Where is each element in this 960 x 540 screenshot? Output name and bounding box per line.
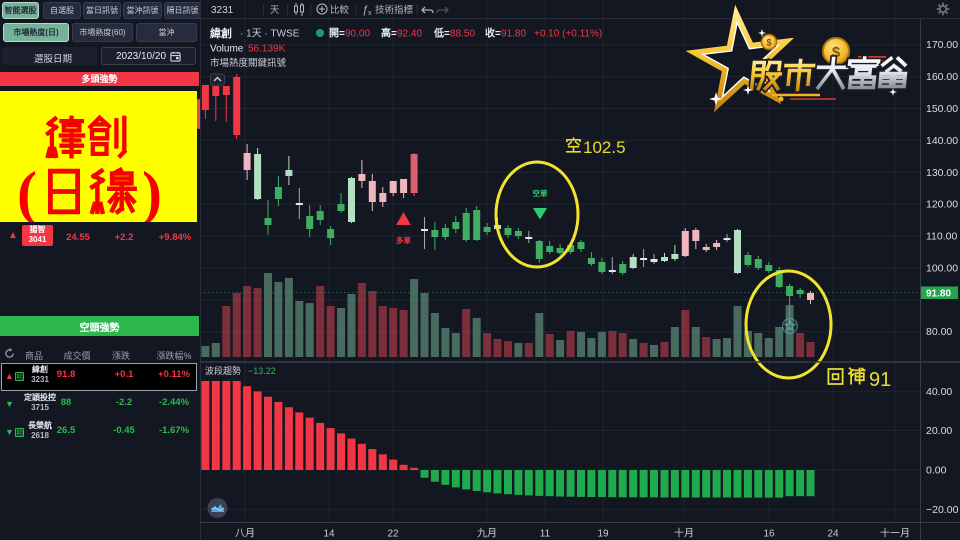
svg-text:92.40: 92.40 [397,29,422,40]
svg-text:88.50: 88.50 [450,29,475,40]
svg-text:130.00: 130.00 [926,167,958,179]
svg-text:80.00: 80.00 [926,326,952,338]
svg-text:170.00: 170.00 [926,39,958,51]
svg-text:90.00: 90.00 [345,29,370,40]
svg-text:120.00: 120.00 [926,199,958,211]
svg-text:14: 14 [323,529,335,540]
svg-text:0.00: 0.00 [926,465,947,477]
svg-text:−13.22: −13.22 [248,366,276,376]
svg-text:$: $ [766,38,771,48]
svg-text:ƒ: ƒ [362,4,368,16]
svg-text:九月: 九月 [477,528,497,540]
svg-text:11: 11 [540,529,551,540]
svg-text:低=: 低= [433,27,450,40]
svg-text:· 1天 · TWSE: · 1天 · TWSE [240,29,300,40]
svg-text:(: ( [17,160,37,222]
svg-text:多單: 多單 [396,235,411,245]
svg-text:x: x [368,10,372,17]
svg-text:市場熱度關鍵訊號: 市場熱度關鍵訊號 [210,57,287,69]
svg-text:技術指標: 技術指標 [375,4,414,16]
svg-text:−20.00: −20.00 [926,504,959,516]
svg-text:十一月: 十一月 [880,527,910,540]
svg-text:十月: 十月 [674,527,694,540]
svg-text:比較: 比較 [330,4,350,16]
svg-text:22: 22 [387,529,399,540]
svg-text:3231: 3231 [211,5,234,16]
svg-text:收=: 收= [485,27,501,40]
svg-text:150.00: 150.00 [926,103,958,115]
svg-text:20.00: 20.00 [926,425,952,437]
svg-text:$: $ [832,44,841,61]
svg-text:91.80: 91.80 [501,29,526,40]
svg-text:Volume: Volume [210,44,244,55]
svg-text:24: 24 [827,529,839,540]
svg-text:56.139K: 56.139K [248,44,286,55]
svg-text:高=: 高= [381,27,397,40]
svg-text:40.00: 40.00 [926,386,952,398]
svg-text:100.00: 100.00 [926,262,958,274]
svg-text:140.00: 140.00 [926,135,958,147]
svg-text:波段趨勢: 波段趨勢 [205,365,241,376]
svg-text:91.80: 91.80 [926,289,951,300]
svg-text:16: 16 [763,529,775,540]
svg-text:空單: 空單 [533,188,548,198]
svg-text:天: 天 [270,5,280,16]
svg-text:91: 91 [869,369,891,391]
svg-text:19: 19 [597,529,609,540]
svg-text:八月: 八月 [235,528,255,540]
svg-text:開=: 開= [329,28,345,40]
svg-text:緯創: 緯創 [210,26,232,40]
svg-text:+0.10 (+0.11%): +0.10 (+0.11%) [534,29,602,40]
svg-text:): ) [142,160,162,222]
svg-text:102.5: 102.5 [583,138,626,157]
svg-text:110.00: 110.00 [926,231,957,243]
svg-text:160.00: 160.00 [926,71,958,83]
